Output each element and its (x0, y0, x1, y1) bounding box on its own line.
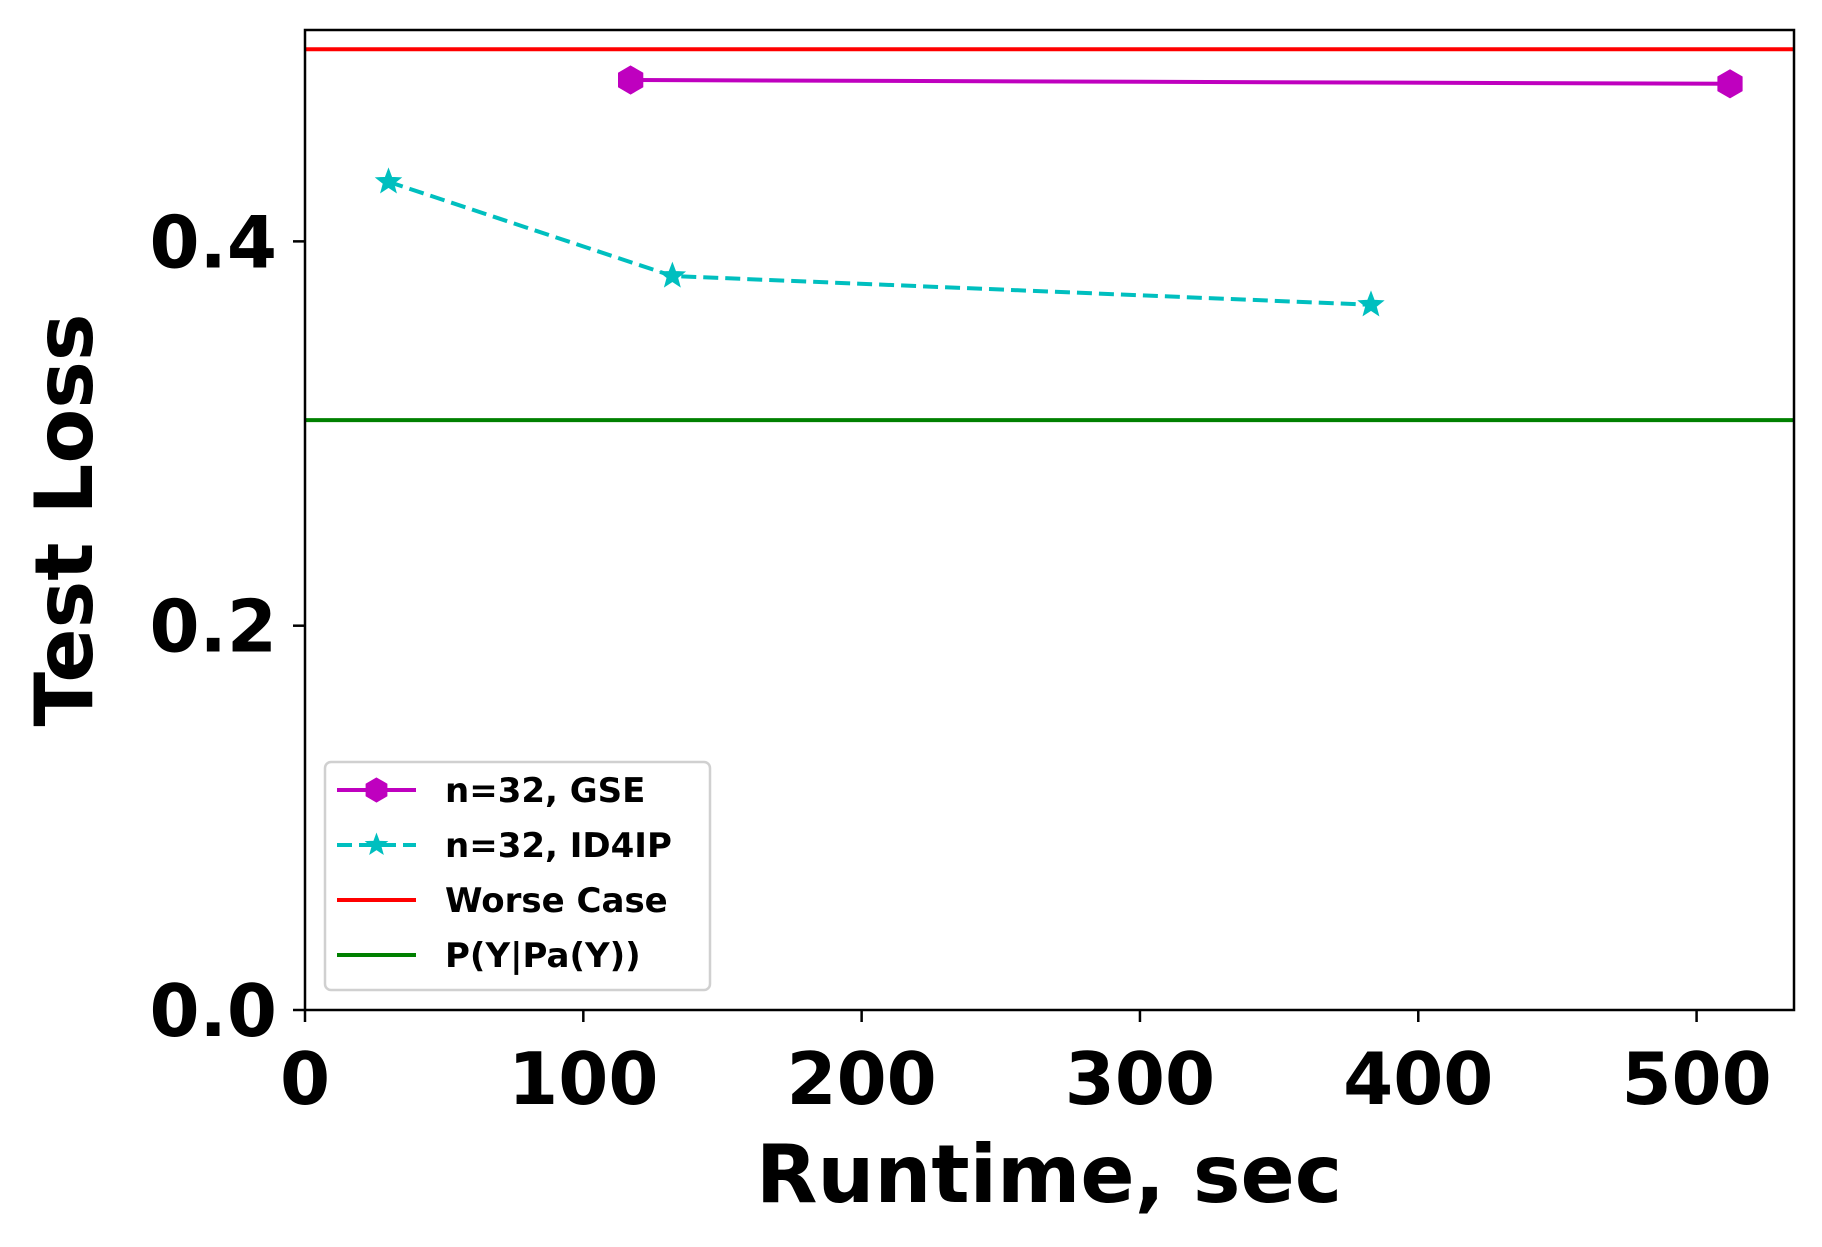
legend-label-4: P(Y|Pa(Y)) (445, 936, 641, 976)
y-tick-label: 0.2 (149, 585, 277, 669)
legend-label-2: n=32, ID4IP (445, 826, 672, 866)
x-axis-title: Runtime, sec (756, 1128, 1342, 1221)
legend: n=32, GSE n=32, ID4IP Worse Case P(Y|Pa(Y)) (323, 760, 712, 992)
x-tick-label: 300 (1065, 1037, 1215, 1121)
series-line-1 (630, 78, 1731, 86)
y-axis-title: Test Loss (18, 313, 111, 726)
series-1-point-2 (1717, 69, 1743, 99)
x-axis-ticks: 0 100 200 300 400 500 (280, 1010, 1772, 1121)
series-2-point-2 (658, 261, 687, 288)
x-tick-label: 100 (508, 1037, 658, 1121)
y-axis-ticks: 0.0 0.2 0.4 (149, 200, 305, 1053)
legend-box (323, 760, 712, 992)
legend-marker-2 (364, 832, 389, 856)
reference-lines (305, 47, 1794, 423)
plot-frame (303, 28, 1796, 1012)
x-tick-label: 0 (280, 1037, 330, 1121)
legend-label-3: Worse Case (445, 881, 668, 921)
series-2-point-3 (1357, 290, 1385, 317)
series-markers (374, 65, 1743, 317)
legend-marker-1 (365, 777, 388, 803)
series-1-point-1 (618, 65, 644, 95)
x-tick-label: 200 (786, 1037, 936, 1121)
x-tick-label: 500 (1621, 1037, 1771, 1121)
series-2-point-1 (374, 167, 403, 194)
y-tick-label: 0.4 (149, 200, 277, 284)
legend-label-1: n=32, GSE (445, 771, 645, 811)
y-tick-label: 0.0 (149, 969, 277, 1053)
x-tick-label: 400 (1343, 1037, 1493, 1121)
